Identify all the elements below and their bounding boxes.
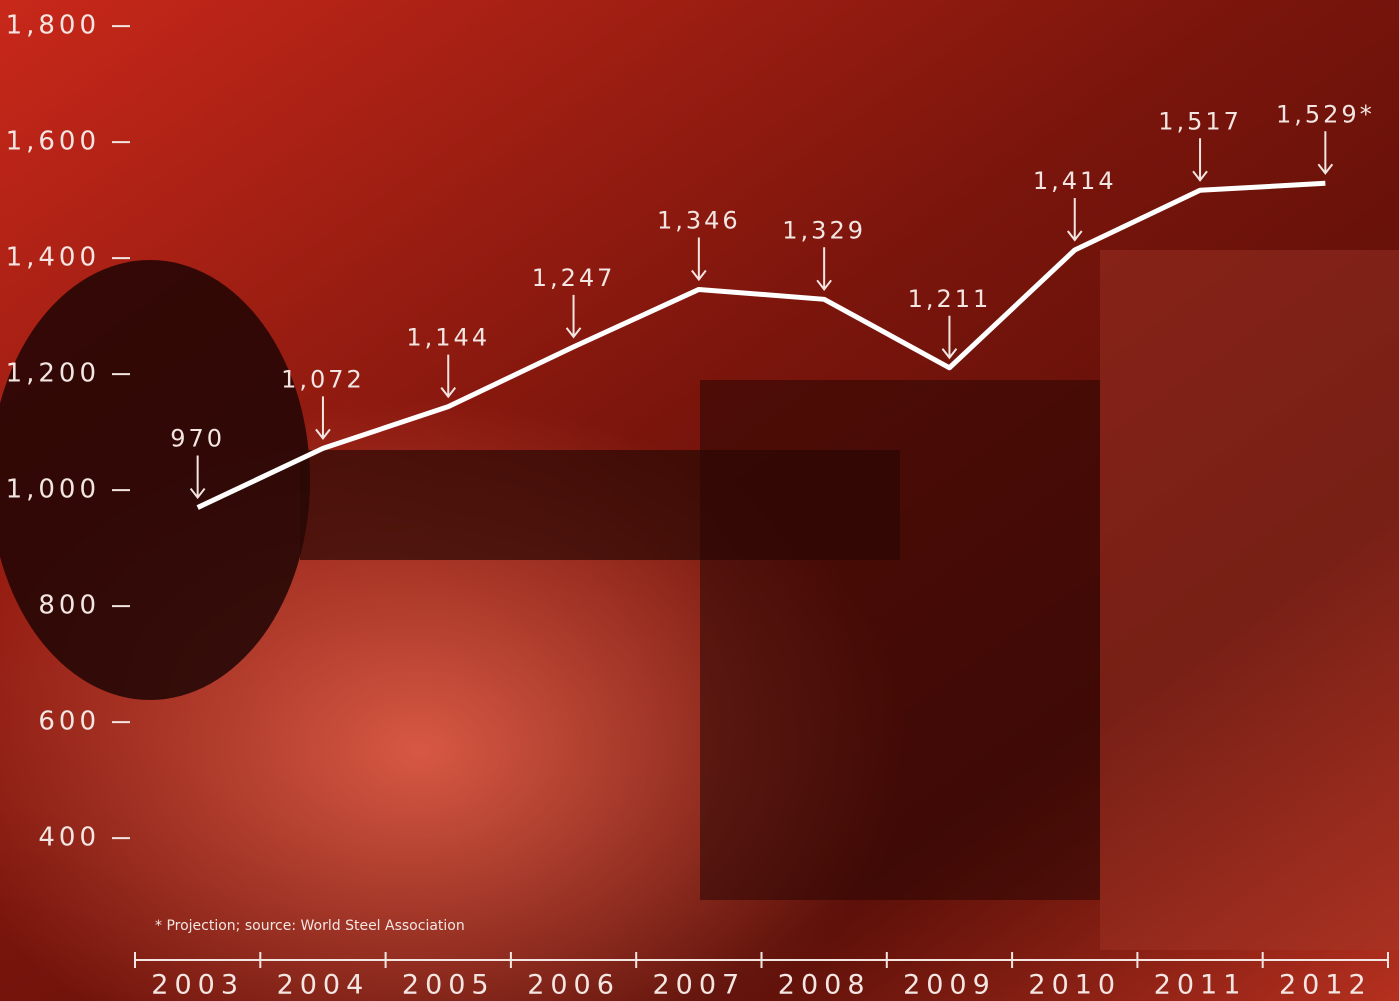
x-tick-label: 2003 [151, 970, 244, 1001]
value-label: 1,414 [1033, 167, 1117, 195]
arrow [691, 237, 707, 282]
value-label: 1,329 [782, 216, 866, 244]
x-tick-label: 2007 [652, 970, 745, 1001]
data-line [196, 180, 1326, 510]
arrow [816, 247, 832, 291]
y-tick-label: 1,600 [6, 127, 100, 157]
background-shape [1100, 250, 1399, 950]
arrow [941, 315, 958, 360]
arrow [315, 396, 331, 441]
arrow [1317, 131, 1334, 175]
value-label: 1,346 [657, 206, 741, 234]
y-tick-label: 1,800 [6, 11, 100, 41]
y-tick-label: 600 [38, 707, 100, 737]
y-tick-label: 1,400 [6, 243, 100, 273]
value-label: 1,529* [1276, 100, 1375, 128]
value-label: 1,211 [908, 285, 992, 313]
x-tick-label: 2004 [277, 970, 370, 1001]
x-tick-label: 2012 [1279, 970, 1372, 1001]
background-shape [0, 260, 310, 700]
value-label: 1,517 [1158, 107, 1242, 135]
value-label: 1,247 [532, 264, 616, 292]
value-label: 970 [170, 425, 225, 453]
value-label: 1,144 [406, 324, 490, 352]
y-tick-label: 800 [38, 591, 100, 621]
value-label: 1,072 [281, 365, 365, 393]
x-tick-label: 2009 [903, 970, 996, 1001]
arrow [1066, 198, 1083, 242]
x-tick-label: 2010 [1028, 970, 1121, 1001]
footnote: * Projection; source: World Steel Associ… [155, 918, 465, 934]
y-tick-label: 1,000 [6, 475, 100, 505]
arrow [440, 354, 457, 399]
x-tick-label: 2005 [402, 970, 495, 1001]
x-tick-label: 2006 [527, 970, 620, 1001]
x-tick-label: 2008 [778, 970, 871, 1001]
x-tick-label: 2011 [1154, 970, 1247, 1001]
y-tick-label: 1,200 [6, 359, 100, 389]
background-shape [700, 380, 1100, 900]
arrow [1192, 138, 1208, 182]
arrow [565, 294, 582, 339]
arrow [189, 455, 206, 500]
y-tick-label: 400 [38, 823, 100, 853]
